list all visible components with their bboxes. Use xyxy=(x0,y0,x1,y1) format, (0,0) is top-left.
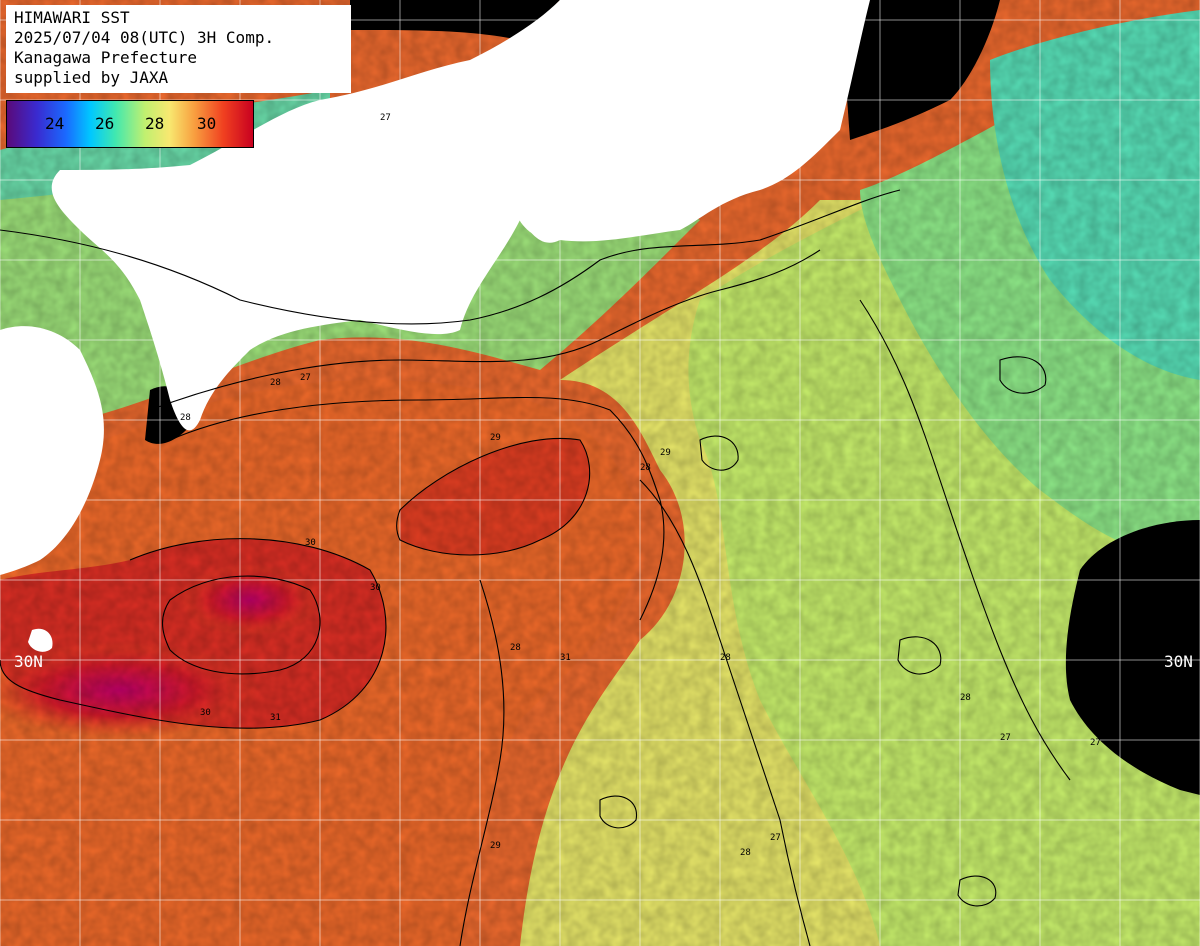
contour-label: 27 xyxy=(380,113,391,123)
contour-label: 30 xyxy=(200,708,211,718)
colorbar-gradient xyxy=(7,101,253,147)
contour-label: 27 xyxy=(1090,738,1101,748)
contour-label: 28 xyxy=(960,693,971,703)
contour-29 xyxy=(169,396,665,621)
colorbar-tick-labels: 24 26 28 30 xyxy=(7,114,253,134)
contour-label: 28 xyxy=(270,378,281,388)
land-kii-shadow xyxy=(515,193,570,236)
contour-27-north xyxy=(0,189,901,325)
contour-label: 27 xyxy=(300,373,311,383)
contour-label: 27 xyxy=(1000,733,1011,743)
contour-label: 28 xyxy=(740,848,751,858)
contour-label: 30 xyxy=(305,538,316,548)
contour-labels: 27 27 28 28 28 29 29 30 30 30 31 31 28 28 27 27 29 28 28 27 xyxy=(180,113,1101,858)
contour-label: 28 xyxy=(510,643,521,653)
contour-label: 31 xyxy=(560,653,571,663)
map-info-box: HIMAWARI SST 2025/07/04 08(UTC) 3H Comp.… xyxy=(6,5,351,93)
contour-label: 28 xyxy=(720,653,731,663)
contour-loop-2 xyxy=(897,636,942,675)
contour-label: 28 xyxy=(180,413,191,423)
contour-loop-5 xyxy=(999,356,1047,394)
contour-label: 31 xyxy=(270,713,281,723)
sst-contours xyxy=(0,189,1071,946)
no-data-east xyxy=(1065,520,1200,795)
product-credit: supplied by JAXA xyxy=(14,68,169,87)
land-kyushu xyxy=(0,326,104,575)
colorbar-tick: 30 xyxy=(197,114,217,133)
contour-28-south xyxy=(459,579,505,946)
contour-31 xyxy=(161,575,321,675)
latitude-label-right: 30N xyxy=(1164,652,1193,671)
product-region: Kanagawa Prefecture xyxy=(14,48,198,67)
contour-loop-1 xyxy=(699,435,739,471)
product-title: HIMAWARI SST xyxy=(14,8,130,27)
sst-colorbar: 24 26 28 30 xyxy=(6,100,254,148)
contour-label: 27 xyxy=(770,833,781,843)
contour-loop-3 xyxy=(957,875,997,907)
contour-label: 29 xyxy=(660,448,671,458)
land-honshu xyxy=(51,0,871,431)
land-shikoku xyxy=(277,223,431,289)
land-island-tanegashima xyxy=(28,628,53,652)
colorbar-tick: 24 xyxy=(45,114,65,133)
contour-loop-4 xyxy=(599,795,638,829)
land-island-izu xyxy=(483,149,497,175)
contour-30-west xyxy=(0,538,387,729)
contour-label: 30 xyxy=(370,583,381,593)
contour-label: 29 xyxy=(490,841,501,851)
contour-30-east xyxy=(396,437,591,556)
colorbar-tick: 28 xyxy=(145,114,165,133)
product-datetime: 2025/07/04 08(UTC) 3H Comp. xyxy=(14,28,275,47)
contour-28-north xyxy=(149,249,821,411)
contour-label: 29 xyxy=(490,433,501,443)
contour-27-east xyxy=(859,299,1071,781)
contour-28-east xyxy=(639,479,811,946)
contour-label: 28 xyxy=(640,463,651,473)
latitude-label-left: 30N xyxy=(14,652,43,671)
colorbar-tick: 26 xyxy=(95,114,115,133)
